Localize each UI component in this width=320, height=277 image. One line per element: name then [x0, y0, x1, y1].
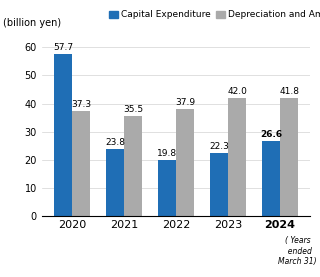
Text: 23.8: 23.8	[105, 138, 125, 147]
Text: 37.9: 37.9	[175, 98, 195, 107]
Bar	[228, 98, 246, 216]
Text: (billion yen): (billion yen)	[3, 18, 61, 28]
Bar	[124, 116, 142, 216]
Bar	[54, 54, 72, 216]
Bar	[106, 149, 124, 216]
Bar	[176, 109, 194, 216]
Text: 57.7: 57.7	[53, 43, 73, 52]
Bar	[210, 153, 228, 216]
Bar	[72, 111, 90, 216]
Bar	[280, 99, 298, 216]
Text: 19.8: 19.8	[157, 149, 177, 158]
Text: ( Years
  ended
March 31): ( Years ended March 31)	[278, 236, 317, 266]
Text: 22.3: 22.3	[209, 142, 229, 151]
Text: 41.8: 41.8	[279, 87, 299, 96]
Bar	[262, 141, 280, 216]
Text: 42.0: 42.0	[227, 87, 247, 96]
Text: 26.6: 26.6	[260, 130, 282, 139]
Legend: Capital Expenditure, Depreciation and Amortization: Capital Expenditure, Depreciation and Am…	[105, 7, 320, 23]
Bar	[158, 160, 176, 216]
Text: 37.3: 37.3	[71, 100, 91, 109]
Text: 35.5: 35.5	[123, 105, 143, 114]
